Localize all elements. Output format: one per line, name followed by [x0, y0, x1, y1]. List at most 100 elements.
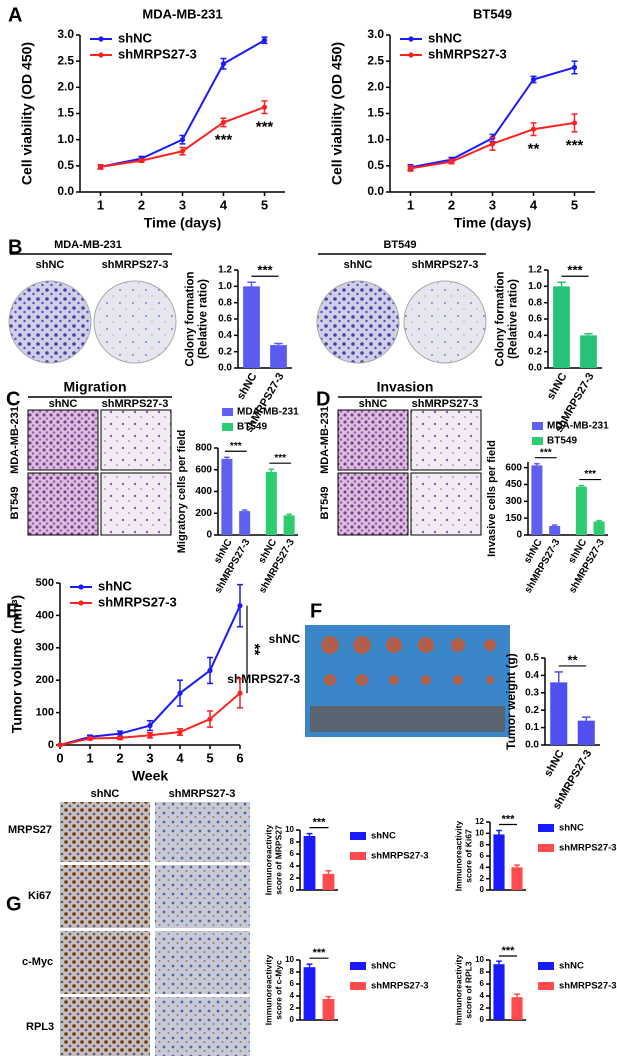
- y-tick-label: 0.5: [57, 158, 74, 172]
- photo-row: BT549: [9, 486, 21, 519]
- x-tick-label: 6: [236, 750, 243, 765]
- point: [237, 690, 243, 696]
- micrograph: [155, 997, 250, 1056]
- point: [407, 165, 414, 172]
- panel-label: F: [310, 600, 322, 622]
- y-tick-label: 2.0: [57, 80, 74, 94]
- x-axis-label: Time (days): [454, 215, 532, 231]
- bar: [270, 345, 287, 368]
- micrograph: [337, 472, 409, 536]
- micrograph: [100, 409, 172, 471]
- legend-label: shNC: [559, 823, 584, 834]
- y-tick-label: 1.0: [218, 281, 232, 292]
- y-tick-label: 0: [480, 885, 485, 894]
- y-tick-label: 2: [290, 1003, 295, 1012]
- point: [177, 690, 183, 696]
- y-tick-label: 0: [516, 530, 522, 541]
- significance-label: ***: [502, 813, 516, 825]
- series-line: [410, 66, 575, 169]
- x-tick-label: 3: [489, 197, 496, 212]
- micrograph: [27, 472, 99, 536]
- point: [97, 164, 104, 170]
- photo-row: MDA-MB-231: [9, 406, 21, 474]
- photo-title: MDA-MB-231: [54, 239, 122, 251]
- y-tick-label: 0.5: [525, 653, 539, 664]
- photo-title: Invasion: [377, 379, 434, 395]
- y-axis-label: score of c-Myc: [273, 960, 283, 1020]
- photo-row: BT549: [319, 486, 331, 519]
- micrograph: [155, 865, 250, 928]
- panel-g-photos: shNC shMRPS27-3 MRPS27 Ki67 c-Myc RPL3: [8, 788, 250, 1056]
- y-axis-label: score of MRPS27: [273, 825, 283, 895]
- micrograph: [337, 409, 409, 471]
- y-tick-label: 1.5: [367, 106, 384, 120]
- bar: [322, 999, 335, 1020]
- colony-plate: [8, 280, 92, 364]
- micrograph: [100, 472, 172, 536]
- bar: [580, 335, 597, 368]
- panel-label: C: [6, 388, 20, 410]
- y-tick-label: 4: [480, 862, 485, 871]
- photo-title: Migration: [64, 379, 127, 395]
- micrograph: [410, 472, 482, 536]
- photo-col: shNC: [344, 259, 373, 271]
- point: [530, 126, 537, 132]
- y-tick-label: 0: [290, 1015, 295, 1024]
- x-tick-label: 2: [138, 197, 145, 212]
- y-tick-label: 0.6: [218, 314, 232, 325]
- legend-label: shNC: [98, 578, 133, 593]
- y-tick-label: 3.0: [367, 27, 384, 41]
- bar: [549, 526, 561, 535]
- bar: [575, 486, 587, 535]
- legend-label: shMRPS27-3: [98, 594, 177, 609]
- photo-col: shNC: [359, 398, 388, 410]
- y-tick-label: 8: [290, 837, 295, 846]
- photo-row: c-Myc: [22, 956, 53, 968]
- y-tick-label: 6: [290, 849, 295, 858]
- y-tick-label: 4: [480, 991, 485, 1000]
- colony-plate: [316, 280, 400, 364]
- panel-label: B: [8, 236, 22, 258]
- significance-label: ***: [274, 453, 286, 464]
- point: [220, 119, 227, 125]
- y-tick-label: 300: [505, 496, 522, 507]
- y-axis-label: Immunoreactivity: [453, 955, 463, 1026]
- photo-row: MDA-MB-231: [319, 406, 331, 474]
- y-tick-label: 6: [480, 851, 485, 860]
- bar: [493, 964, 505, 1020]
- legend-label: shNC: [559, 961, 584, 972]
- y-tick-label: 3.0: [57, 27, 74, 41]
- legend-swatch: [532, 437, 543, 445]
- point: [179, 137, 186, 143]
- photo-row: RPL3: [26, 1021, 54, 1033]
- legend-swatch: [222, 423, 233, 431]
- bar: [265, 471, 277, 535]
- bar: [593, 521, 605, 535]
- bar: [243, 286, 260, 368]
- significance-label: ***: [502, 945, 516, 957]
- micrograph: [27, 409, 99, 471]
- point: [147, 732, 153, 738]
- micrograph: [60, 997, 150, 1056]
- x-tick-label: 1: [407, 197, 414, 212]
- y-axis-label: Immunoreactivity: [263, 825, 273, 896]
- x-tick-label: shNC: [235, 371, 260, 402]
- bar: [221, 458, 233, 535]
- legend-label: BT549: [547, 436, 577, 447]
- y-tick-label: 400: [36, 609, 54, 621]
- bar: [283, 515, 295, 535]
- y-tick-label: 2: [480, 874, 485, 883]
- legend-label: shNC: [428, 30, 463, 45]
- y-tick-label: 4: [290, 861, 295, 870]
- y-tick-label: 200: [195, 508, 212, 519]
- bar: [303, 967, 316, 1020]
- y-tick-label: 2: [480, 1003, 485, 1012]
- photo-row: MRPS27: [8, 824, 52, 836]
- significance-label: ***: [257, 263, 273, 278]
- bar: [511, 997, 523, 1020]
- y-axis-label: Tumor volume (mm³): [9, 595, 25, 733]
- bar: [531, 465, 543, 535]
- y-tick-label: 2.5: [367, 53, 384, 67]
- y-tick-label: 200: [36, 674, 54, 686]
- point: [571, 64, 578, 71]
